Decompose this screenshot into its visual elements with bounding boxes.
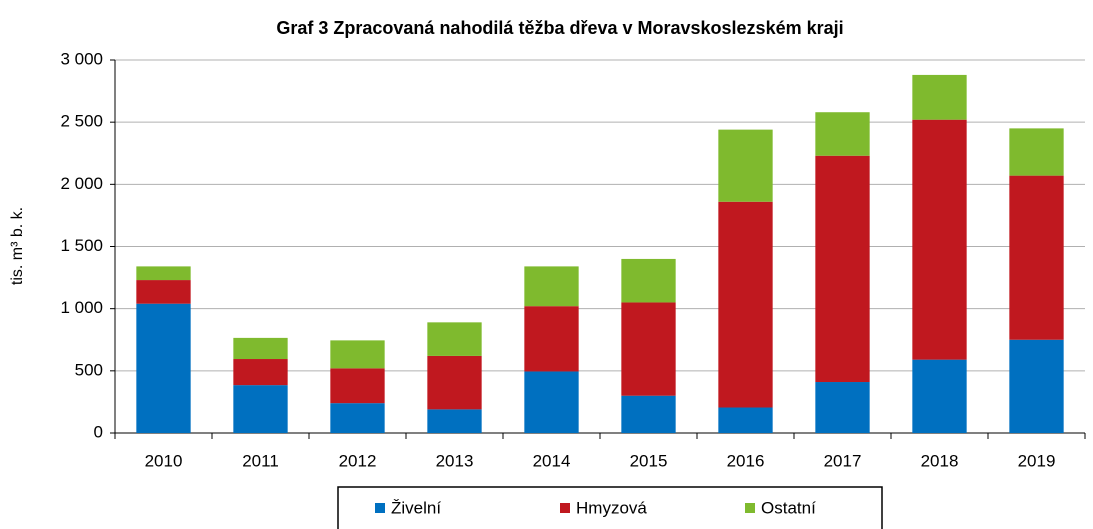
legend-label: Ostatní xyxy=(761,498,816,517)
bar-segment xyxy=(1009,175,1064,340)
bar-segment xyxy=(427,355,482,410)
bar-segment xyxy=(524,371,579,433)
bar-segment xyxy=(912,119,967,360)
x-tick-label: 2012 xyxy=(339,451,377,470)
bar-segment xyxy=(233,359,288,386)
bar-segment xyxy=(330,340,385,369)
legend-swatch xyxy=(745,503,755,513)
x-tick-label: 2019 xyxy=(1018,451,1056,470)
bar-segment xyxy=(233,337,288,360)
bar-segment xyxy=(1009,128,1064,176)
bar-segment xyxy=(621,395,676,433)
legend-swatch xyxy=(560,503,570,513)
bar-segment xyxy=(718,407,773,433)
x-tick-label: 2013 xyxy=(436,451,474,470)
bar-segment xyxy=(136,303,191,433)
bar-segment xyxy=(330,368,385,404)
y-tick-label: 2 500 xyxy=(60,112,103,131)
y-tick-label: 0 xyxy=(94,422,103,441)
y-tick-label: 3 000 xyxy=(60,49,103,68)
bar-segment xyxy=(136,266,191,281)
x-tick-label: 2018 xyxy=(921,451,959,470)
x-tick-label: 2011 xyxy=(242,451,279,470)
bar-segment xyxy=(136,280,191,304)
bar-segment xyxy=(718,201,773,408)
y-tick-label: 1 500 xyxy=(60,236,103,255)
legend-label: Hmyzová xyxy=(576,498,647,517)
x-tick-label: 2016 xyxy=(727,451,765,470)
y-tick-label: 2 000 xyxy=(60,174,103,193)
bar-segment xyxy=(1009,339,1064,433)
y-tick-label: 500 xyxy=(75,360,103,379)
x-tick-label: 2010 xyxy=(145,451,183,470)
bar-segment xyxy=(912,359,967,433)
bar-segment xyxy=(912,74,967,120)
legend-swatch xyxy=(375,503,385,513)
bar-segment xyxy=(330,403,385,433)
bar-segment xyxy=(621,302,676,396)
legend-box xyxy=(337,486,883,529)
chart-title: Graf 3 Zpracovaná nahodilá těžba dřeva v… xyxy=(276,18,843,38)
bar-segment xyxy=(427,409,482,433)
x-tick-label: 2015 xyxy=(630,451,668,470)
y-tick-label: 1 000 xyxy=(60,298,103,317)
y-axis-label: tis. m³ b. k. xyxy=(9,207,26,285)
bar-segment xyxy=(427,322,482,356)
bar-segment xyxy=(233,385,288,433)
bar-segment xyxy=(621,258,676,303)
legend-label: Živelní xyxy=(391,498,441,517)
bar-segment xyxy=(815,382,870,433)
bar-segment xyxy=(524,306,579,372)
bar-segment xyxy=(815,155,870,383)
x-tick-label: 2014 xyxy=(533,451,571,470)
bar-segment xyxy=(524,266,579,307)
x-tick-label: 2017 xyxy=(824,451,862,470)
bar-segment xyxy=(718,129,773,202)
bar-segment xyxy=(815,112,870,156)
